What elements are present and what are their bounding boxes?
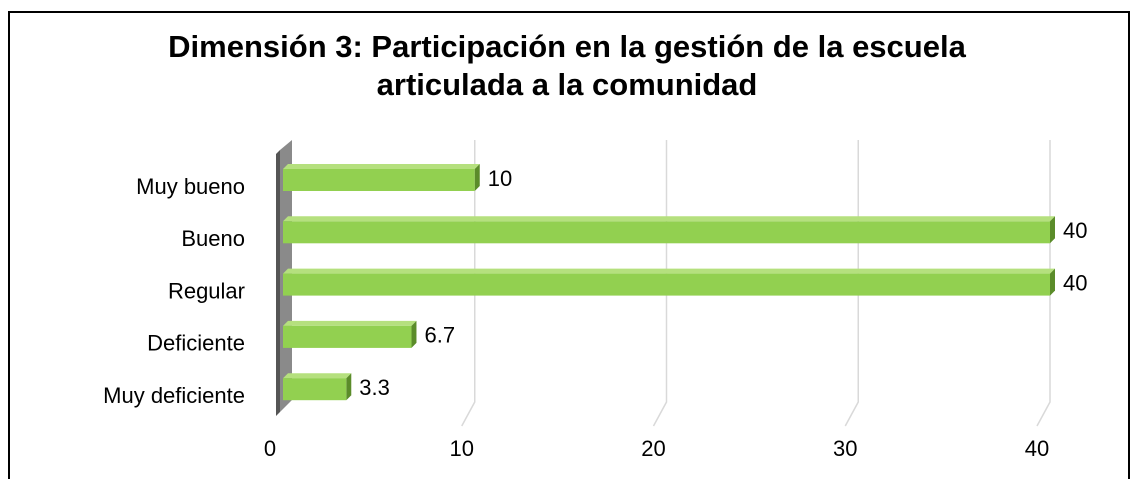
value-label: 6.7 [424, 323, 455, 348]
bar-side [1050, 216, 1055, 244]
bar-top [283, 373, 352, 379]
value-label: 10 [488, 166, 512, 191]
bar-side [346, 373, 352, 401]
bar-top [283, 320, 417, 326]
bar [283, 221, 1050, 244]
bar-side [474, 164, 480, 191]
y-tick-label: Muy deficiente [103, 383, 245, 408]
x-tick-label: 0 [264, 436, 276, 461]
y-tick-label: Bueno [181, 226, 245, 251]
frame [8, 11, 1130, 479]
bar [283, 378, 347, 401]
x-tick-label: 40 [1025, 436, 1049, 461]
bar-top [283, 216, 1055, 222]
value-label: 40 [1063, 218, 1087, 243]
bar-top [283, 268, 1055, 274]
bar-side [1050, 268, 1055, 296]
side-wall-edge [276, 150, 280, 416]
bar [283, 169, 475, 191]
y-tick-label: Regular [168, 278, 245, 303]
title-box: Dimensión 3: Participación en la gestión… [0, 28, 1134, 104]
x-tick-label: 20 [641, 436, 665, 461]
bar [283, 273, 1050, 296]
value-label: 40 [1063, 270, 1087, 295]
bar-side [411, 320, 417, 348]
bar [283, 325, 412, 348]
chart-title: Dimensión 3: Participación en la gestión… [168, 29, 966, 102]
x-tick-label: 30 [833, 436, 857, 461]
y-tick-label: Muy bueno [136, 174, 245, 199]
y-tick-label: Deficiente [147, 331, 245, 356]
x-tick-label: 10 [450, 436, 474, 461]
value-label: 3.3 [359, 375, 390, 400]
bar-top [283, 164, 480, 169]
